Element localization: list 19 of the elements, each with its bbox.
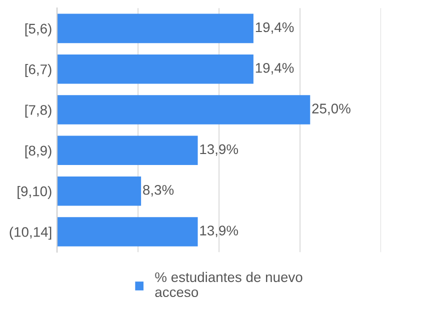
y-tick-label: [6,7) xyxy=(25,64,52,78)
data-label: 19,4% xyxy=(256,62,294,74)
bar xyxy=(57,217,198,246)
y-tick-label: (10,14] xyxy=(10,226,52,240)
bar xyxy=(57,176,142,206)
bar xyxy=(57,136,198,166)
data-label: 13,9% xyxy=(200,144,238,156)
y-tick-label: [7,8) xyxy=(25,104,52,118)
bar xyxy=(57,54,254,84)
bar xyxy=(57,14,254,44)
legend-label: % estudiantes de nuevo acceso xyxy=(155,272,302,298)
y-tick-label: [9,10) xyxy=(18,186,52,199)
data-label: 8,3% xyxy=(143,184,174,196)
y-tick-label: [8,9) xyxy=(25,145,52,158)
data-label: 13,9% xyxy=(200,226,238,238)
data-label: 25,0% xyxy=(312,104,350,116)
y-tick-label: [5,6) xyxy=(25,23,52,36)
data-label: 19,4% xyxy=(256,22,294,34)
bar xyxy=(57,95,310,124)
